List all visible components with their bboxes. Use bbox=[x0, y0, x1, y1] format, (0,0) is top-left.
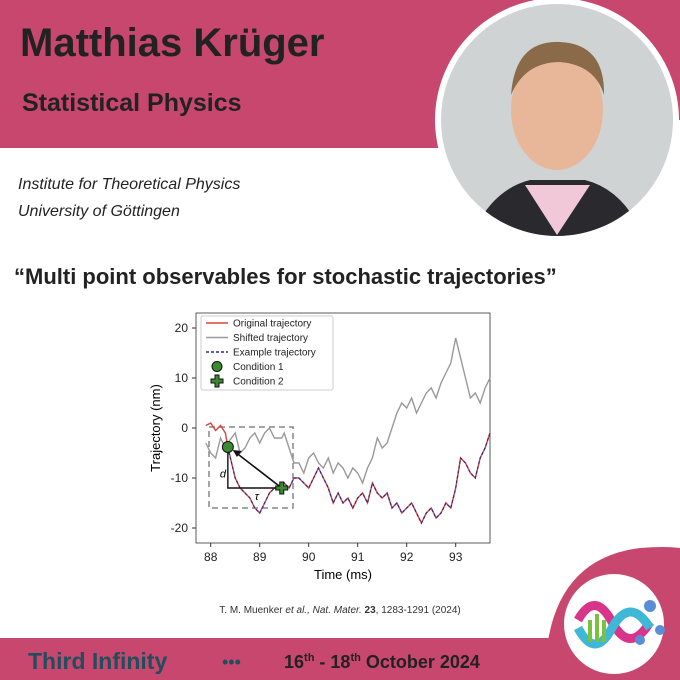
legend-label: Condition 1 bbox=[233, 362, 284, 373]
citation-journal: Nat. Mater. bbox=[310, 605, 362, 616]
x-tick-label: 89 bbox=[253, 550, 267, 564]
arrow-head bbox=[232, 450, 242, 457]
legend-label: Example trajectory bbox=[233, 348, 316, 359]
speaker-name: Matthias Krüger bbox=[20, 21, 325, 65]
date-part: - 18 bbox=[314, 652, 350, 672]
x-tick-label: 91 bbox=[351, 550, 365, 564]
speaker-field: Statistical Physics bbox=[22, 89, 242, 117]
annotation: τ bbox=[255, 491, 260, 503]
footer-brand: Third Infinity bbox=[28, 648, 167, 674]
affiliation-line: Institute for Theoretical Physics bbox=[18, 176, 240, 193]
trajectory-line bbox=[205, 337, 491, 485]
logo bbox=[564, 574, 665, 674]
x-tick-label: 88 bbox=[204, 550, 218, 564]
y-tick-label: 0 bbox=[181, 421, 188, 435]
citation-rest: , 1283-1291 (2024) bbox=[376, 605, 461, 616]
condition-arrow bbox=[233, 450, 283, 489]
window-box bbox=[208, 426, 294, 509]
footer-band bbox=[0, 638, 680, 680]
citation: T. M. Muenker et al., Nat. Mater. 23, 12… bbox=[219, 605, 460, 616]
date-sup: th bbox=[350, 652, 361, 664]
x-tick-label: 90 bbox=[302, 550, 316, 564]
portrait bbox=[435, 0, 679, 242]
condition-marker bbox=[221, 441, 234, 453]
talk-title: “Multi point observables for stochastic … bbox=[14, 264, 557, 289]
legend-swatch bbox=[210, 374, 224, 388]
date-part: October 2024 bbox=[361, 652, 480, 672]
date-sup: th bbox=[304, 652, 315, 664]
condition-marker bbox=[275, 481, 289, 495]
legend-box bbox=[200, 315, 334, 391]
x-tick-label: 92 bbox=[400, 550, 414, 564]
legend-label: Condition 2 bbox=[233, 377, 284, 388]
x-axis-label: Time (ms) bbox=[314, 567, 372, 582]
legend-label: Original trajectory bbox=[233, 319, 311, 330]
y-tick-label: 10 bbox=[175, 371, 189, 385]
citation-volume: 23 bbox=[362, 605, 376, 616]
annotation: d bbox=[220, 469, 227, 481]
x-tick-label: 93 bbox=[449, 550, 463, 564]
y-tick-label: -10 bbox=[171, 471, 189, 485]
chart: 88 89 90 91 92 93 -20 -10 0 10 20 Time (ms) Trajecto… bbox=[148, 312, 491, 582]
y-tick-label: 20 bbox=[175, 321, 189, 335]
condition-connector bbox=[227, 447, 282, 489]
affiliation-line: University of Göttingen bbox=[18, 203, 180, 220]
trajectory-line bbox=[227, 432, 491, 525]
y-tick-label: -20 bbox=[171, 521, 189, 535]
trajectory-line bbox=[205, 422, 491, 525]
date-part: 16 bbox=[284, 652, 304, 672]
citation-etal: et al., bbox=[285, 605, 309, 616]
legend-swatch bbox=[211, 361, 223, 372]
footer-date: 16th - 18th October 2024 bbox=[284, 652, 480, 672]
legend-label: Shifted trajectory bbox=[233, 333, 308, 344]
y-axis-label: Trajectory (nm) bbox=[148, 384, 163, 472]
citation-authors: T. M. Muenker bbox=[219, 605, 285, 616]
footer-dots: ••• bbox=[222, 652, 241, 672]
